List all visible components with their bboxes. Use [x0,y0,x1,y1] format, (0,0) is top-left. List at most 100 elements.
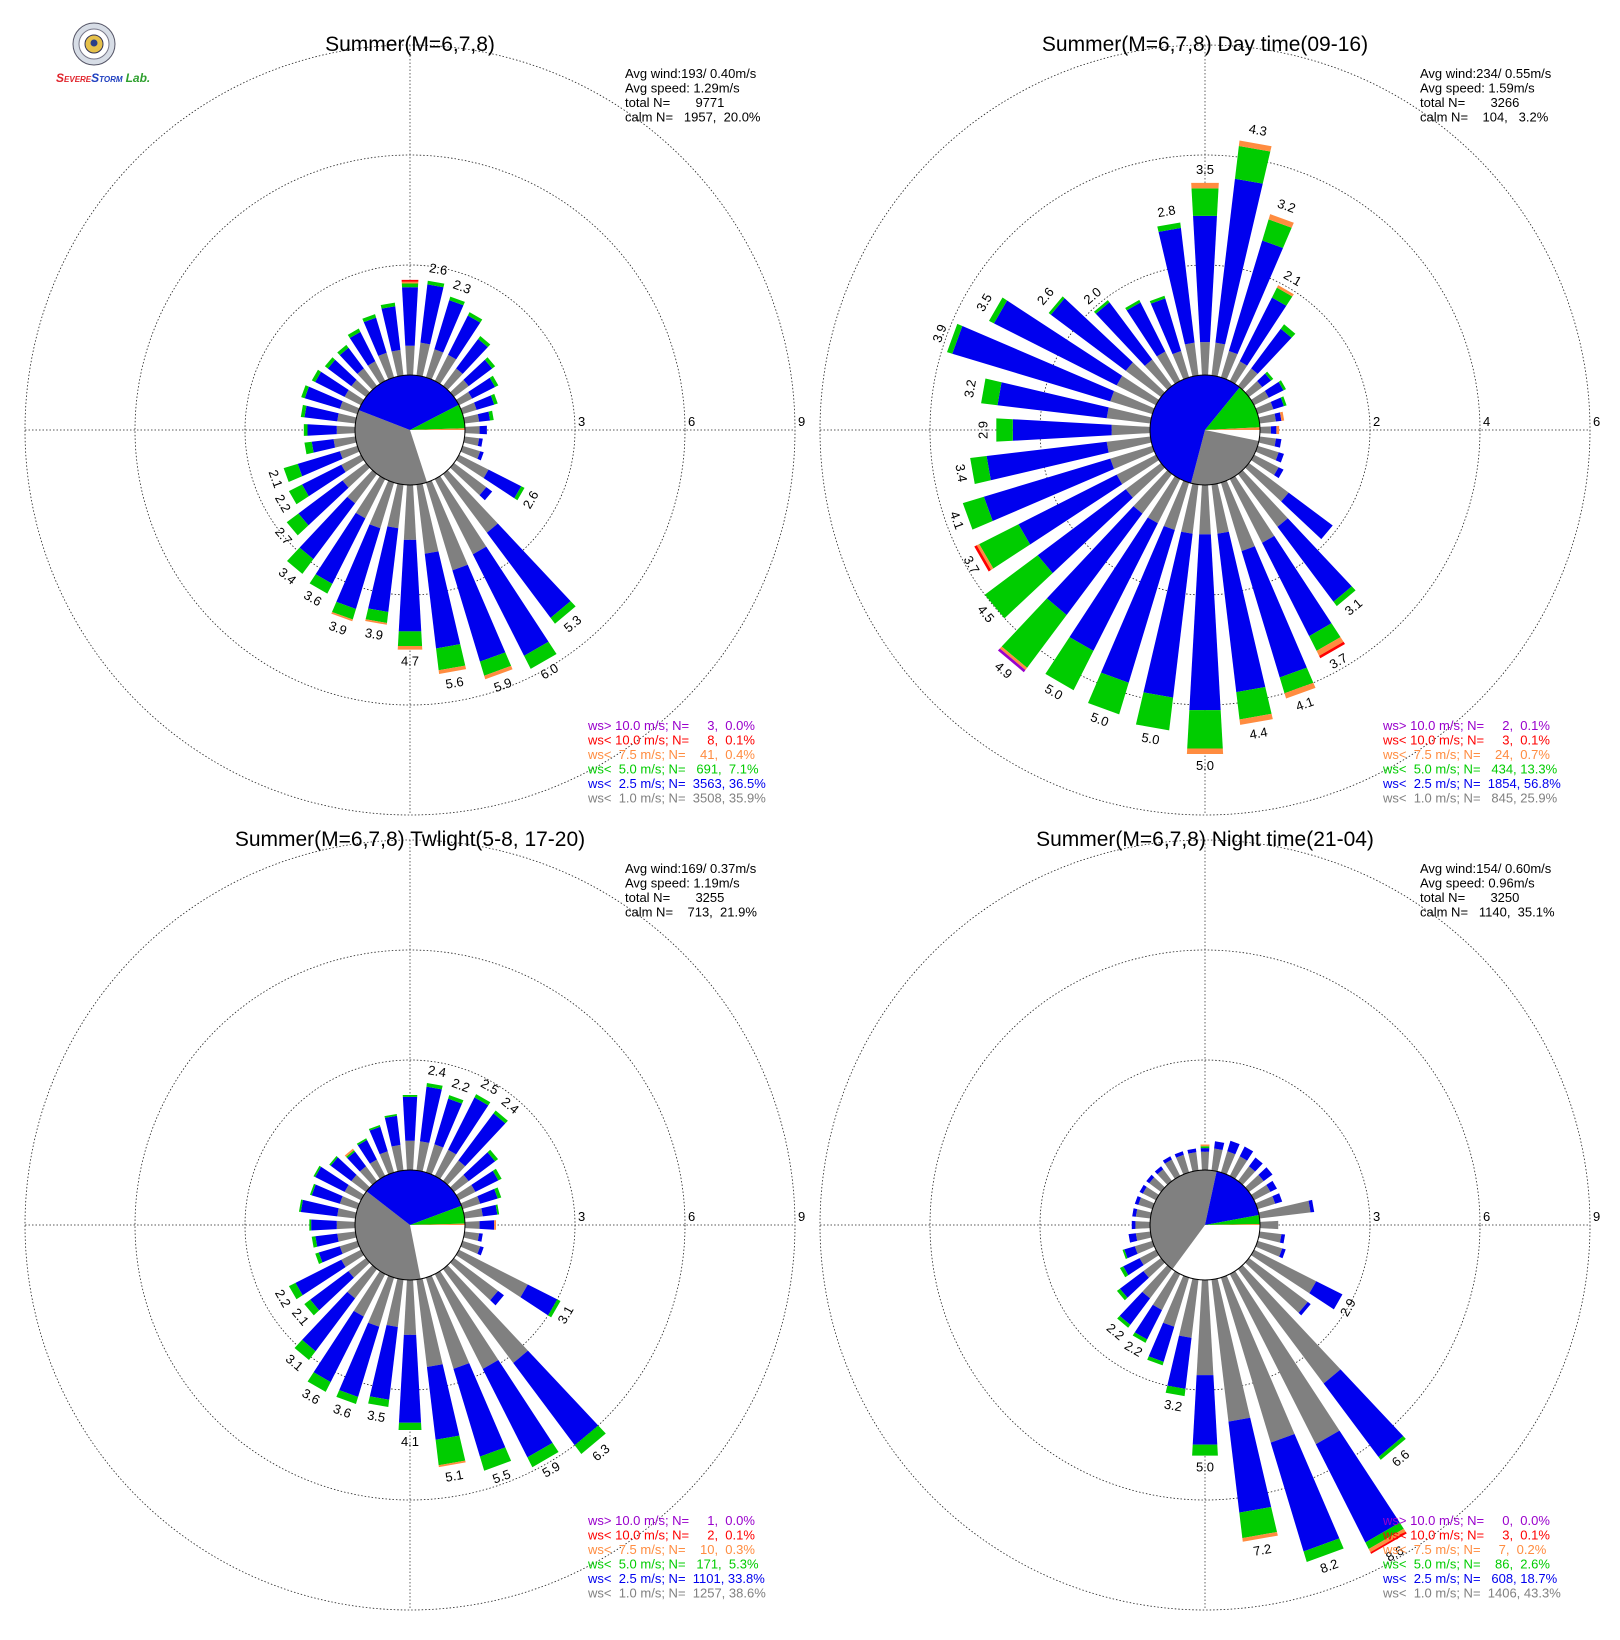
bar-segment [342,462,370,488]
bar-segment [1012,419,1112,441]
bar-segment [487,1149,499,1162]
bar-segment [1119,1266,1129,1278]
bar-segment [355,476,386,519]
bar-segment [492,1168,502,1181]
stats-line: calm N= 713, 21.9% [625,905,757,920]
bar-label: 2.6 [520,488,542,511]
legend-entry: ws< 2.5 m/s; N= 3563, 36.5% [587,776,766,791]
bar-segment [391,1144,404,1172]
bar-segment [448,315,481,360]
bar-segment [1229,1156,1248,1179]
bar-segment [1157,1169,1173,1185]
bar-segment [294,1339,316,1361]
legend-entry: ws< 7.5 m/s; N= 41, 0.4% [587,747,755,762]
severe-storm-lab-seal-icon [72,22,116,66]
stats-line: Avg wind:234/ 0.55m/s [1420,66,1552,81]
bar-segment [1158,227,1195,345]
bar-segment [405,345,415,376]
calm-pie-slice [1190,430,1259,485]
bar-segment [318,1246,343,1263]
bar-segment [1245,1174,1264,1193]
calm-pie-slice [1205,1215,1260,1225]
bar-segment [1093,300,1110,314]
bar-segment [1264,381,1284,398]
bar-segment [311,1219,337,1231]
bar-label: 5.5 [490,1466,512,1486]
bar-segment [384,1113,397,1118]
bar-segment [1319,641,1346,659]
bar-segment [456,391,473,406]
bar-segment [1125,299,1141,311]
bar-segment [481,1204,498,1217]
bar-segment [1116,375,1159,406]
bar-segment [1126,302,1166,357]
calm-pie-slice [1205,1223,1260,1225]
calm-pie-slice [355,1191,421,1280]
bar-label: 3.7 [1327,650,1350,672]
bar-segment [1123,1258,1144,1276]
calm-pie-slice [1205,427,1260,430]
bar-segment [304,386,343,409]
calm-pie-slice [410,428,465,430]
bar-segment [463,1231,480,1241]
bar-segment [1220,351,1238,380]
bar-segment [1124,1246,1138,1259]
bar-segment [1333,586,1356,607]
bar-label: 2.2 [272,1287,294,1310]
bar-segment [1046,506,1143,615]
bar-segment [1309,1281,1343,1310]
bar-segment [1251,390,1269,406]
legend-entry: ws< 2.5 m/s; N= 1101, 33.8% [587,1571,765,1586]
calm-pie-slice [410,1223,466,1225]
bar-segment [300,404,307,418]
bar-segment [368,1275,395,1327]
bar-segment [1045,637,1094,691]
bar-segment [365,608,389,623]
bar-segment [288,1282,303,1300]
calm-circle-outline [354,374,466,486]
bar-segment [313,1165,322,1178]
bar-segment [477,1188,498,1204]
bar-segment [1135,1209,1152,1219]
bar-segment [348,1257,370,1278]
logo-text-part: TORM [99,75,123,84]
bar-segment [981,378,1002,406]
calm-pie-slice [1149,1170,1217,1270]
bar-segment [401,279,419,282]
bar-label: 2.1 [1281,267,1304,289]
bar-segment [460,1196,481,1210]
bar-segment [456,1184,476,1201]
bar-segment [1237,470,1288,527]
legend-entry: ws< 10.0 m/s; N= 3, 0.1% [1382,1528,1550,1543]
bar-segment [1037,489,1133,574]
bar-segment [1191,188,1219,216]
bar-segment [550,601,576,624]
bar-segment [311,369,322,383]
bar-segment [416,1278,443,1367]
bar-segment [402,1095,418,1097]
ring-label: 9 [798,414,805,429]
bar-segment [1131,1220,1136,1230]
bar-segment [1106,407,1152,424]
bar-segment [1176,1154,1190,1175]
bar-segment [1110,445,1155,470]
stats-line: calm N= 1140, 35.1% [1420,905,1555,920]
bar-segment [1227,1140,1240,1155]
legend-entry: ws> 10.0 m/s; N= 0, 0.0% [1382,1513,1550,1528]
legend-entry: ws< 5.0 m/s; N= 171, 5.3% [587,1557,759,1572]
bar-segment [1251,454,1279,476]
bar-segment [1146,1174,1155,1184]
bar-segment [288,484,309,505]
bar-label: 5.1 [444,1467,464,1485]
bar-segment [401,281,419,284]
bar-label: 3.9 [364,625,384,643]
bar-segment [1281,492,1333,540]
bar-segment [1100,526,1175,683]
bar-segment [1144,359,1173,390]
bar-segment [425,1144,444,1175]
bar-segment [1237,1166,1256,1185]
bar-segment [1274,438,1282,448]
bar-segment [1193,215,1217,343]
bar-segment [434,476,487,555]
chart-title: Summer(M=6,7,8) Twlight(5-8, 17-20) [235,828,585,851]
